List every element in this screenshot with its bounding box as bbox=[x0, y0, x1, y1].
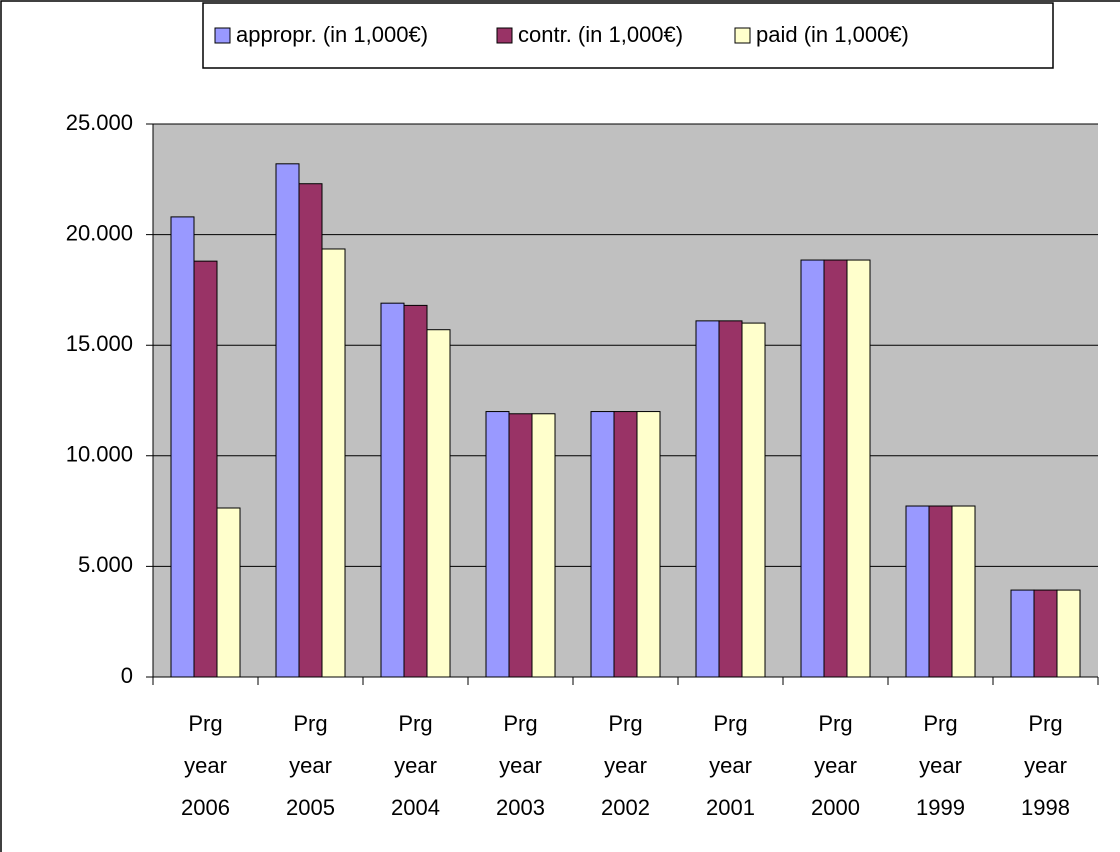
bar bbox=[193, 260, 218, 678]
y-tick-label: 25.000 bbox=[66, 110, 133, 135]
bar bbox=[1056, 589, 1081, 678]
legend-label: contr. (in 1,000€) bbox=[518, 22, 683, 47]
legend-swatch bbox=[214, 27, 231, 44]
bar bbox=[613, 411, 638, 678]
x-tick-label: Prg year 2001 bbox=[706, 711, 755, 820]
x-tick-label: Prg year 2006 bbox=[181, 711, 230, 820]
bar bbox=[298, 183, 323, 678]
bar bbox=[216, 507, 241, 678]
bar bbox=[905, 505, 930, 678]
bar bbox=[170, 216, 195, 678]
x-tick-label: Prg year 2005 bbox=[286, 711, 335, 820]
bar bbox=[846, 259, 871, 678]
y-tick-label: 5.000 bbox=[78, 552, 133, 577]
legend-box bbox=[202, 2, 1054, 69]
legend-swatch bbox=[734, 27, 751, 44]
x-tick-label: Prg year 1999 bbox=[916, 711, 965, 820]
legend-label: appropr. (in 1,000€) bbox=[236, 22, 428, 47]
bar bbox=[275, 163, 300, 678]
y-tick-label: 0 bbox=[121, 663, 133, 688]
x-tick-label: Prg year 2000 bbox=[811, 711, 860, 820]
bar bbox=[741, 322, 766, 678]
bar bbox=[951, 505, 976, 678]
bar bbox=[1010, 589, 1035, 678]
bar bbox=[426, 329, 451, 678]
bar bbox=[485, 411, 510, 678]
legend-label: paid (in 1,000€) bbox=[756, 22, 909, 47]
bar bbox=[380, 302, 405, 678]
bar bbox=[718, 320, 743, 678]
x-tick-label: Prg year 2002 bbox=[601, 711, 650, 820]
y-tick-label: 20.000 bbox=[66, 220, 133, 245]
bar bbox=[928, 505, 953, 678]
bar bbox=[695, 320, 720, 678]
bar bbox=[823, 259, 848, 678]
x-tick-label: Prg year 2004 bbox=[391, 711, 440, 820]
bar bbox=[1033, 589, 1058, 678]
y-tick-label: 10.000 bbox=[66, 442, 133, 467]
x-tick-label: Prg year 1998 bbox=[1021, 711, 1070, 820]
bar bbox=[800, 259, 825, 678]
bar bbox=[321, 248, 346, 678]
y-tick-label: 15.000 bbox=[66, 331, 133, 356]
bar bbox=[403, 304, 428, 678]
x-tick-label: Prg year 2003 bbox=[496, 711, 545, 820]
legend-swatch bbox=[496, 27, 513, 44]
bar bbox=[590, 411, 615, 678]
bar bbox=[508, 413, 533, 678]
bar bbox=[531, 413, 556, 678]
bar bbox=[636, 411, 661, 678]
